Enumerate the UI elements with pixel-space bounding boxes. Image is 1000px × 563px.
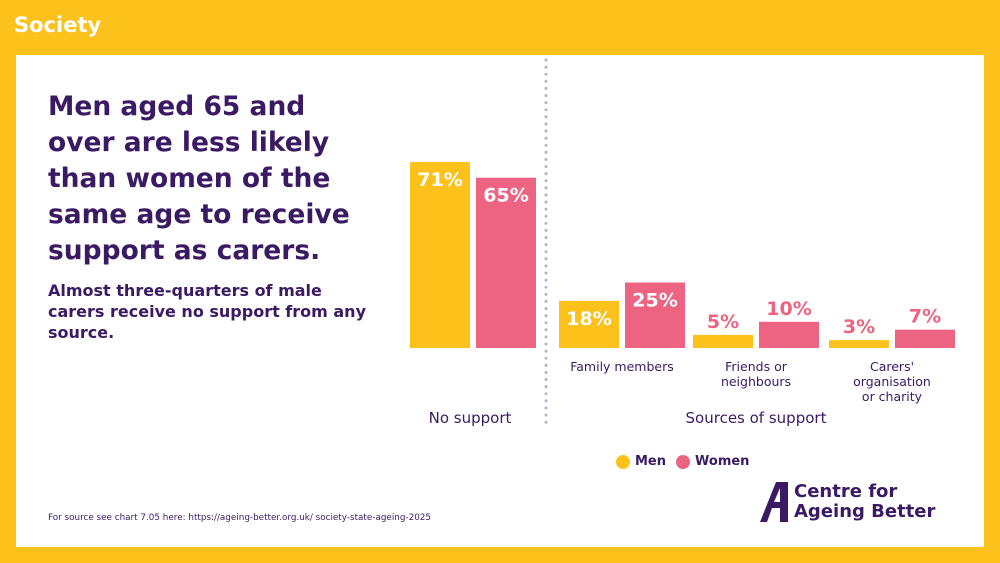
- logo-line-2: Ageing Better: [794, 501, 936, 522]
- data-label-men-no-support: 71%: [417, 169, 462, 191]
- chart-legend: Men Women: [616, 454, 759, 469]
- bar-women-carers-organisation: [895, 329, 955, 348]
- bar-women-friends-or-neighbours: [759, 321, 819, 348]
- logo-line-1: Centre for: [794, 481, 898, 502]
- legend-label-women: Women: [695, 454, 750, 469]
- data-label-men-friends-or-neighbours: 5%: [707, 311, 739, 333]
- data-label-men-carers-organisation: 3%: [843, 316, 875, 338]
- legend-item-women: Women: [676, 454, 749, 469]
- legend-swatch-men: [616, 454, 630, 469]
- bar-men-friends-or-neighbours: [693, 334, 753, 348]
- data-label-women-family-members: 25%: [632, 290, 677, 312]
- data-label-women-carers-organisation: 7%: [909, 306, 941, 328]
- bar-women-family-members: [625, 282, 685, 348]
- category-label-friends-or-neighbours: Friends or neighbours: [721, 359, 791, 389]
- subheadline: Almost three-quarters of male carers rec…: [48, 281, 366, 342]
- group-label-sources-of-support: Sources of support: [686, 409, 827, 427]
- legend-item-men: Men: [616, 454, 666, 469]
- bar-women-no-support: [476, 177, 536, 348]
- group-label-no-support: No support: [429, 409, 512, 427]
- logo-mark-icon: [760, 482, 788, 522]
- legend-label-men: Men: [635, 454, 667, 469]
- data-label-women-no-support: 65%: [483, 185, 528, 207]
- logo-text: Centre for Ageing Better: [794, 482, 935, 522]
- bar-men-carers-organisation: [829, 340, 889, 348]
- data-label-women-friends-or-neighbours: 10%: [766, 298, 811, 320]
- section-tag: Society: [14, 13, 102, 37]
- bar-men-family-members: [559, 300, 619, 348]
- brand-logo: Centre for Ageing Better: [760, 482, 935, 522]
- section-tab: [0, 0, 318, 56]
- source-note: For source see chart 7.05 here: https://…: [48, 513, 431, 523]
- bar-men-no-support: [410, 162, 470, 348]
- headline: Men aged 65 and over are less likely tha…: [48, 91, 350, 266]
- legend-swatch-women: [676, 454, 691, 469]
- category-label-family-members: Family members: [570, 359, 674, 374]
- data-label-men-family-members: 18%: [566, 308, 611, 330]
- category-label-carers-organisation: Carers' organisation or charity: [853, 359, 931, 404]
